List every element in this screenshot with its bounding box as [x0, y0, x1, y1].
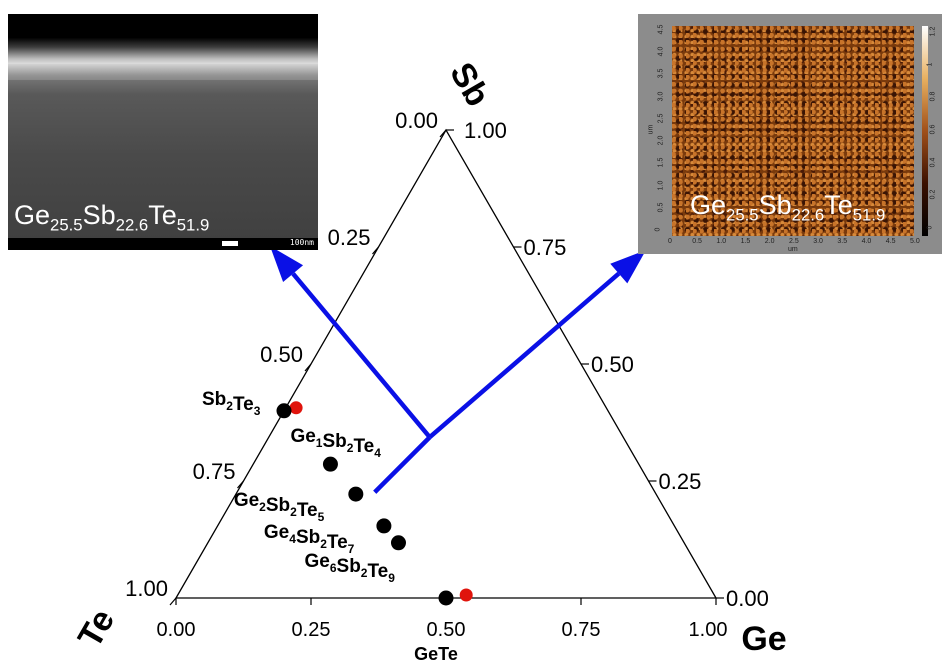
afm-x-tick: 3.5 — [837, 238, 848, 245]
arrows — [270, 246, 646, 494]
sem-composition-label: Ge25.5Sb22.6Te51.9 — [14, 200, 210, 235]
afm-y-tick: 4.0 — [657, 46, 665, 57]
afm-x-tick: 5.0 — [910, 238, 920, 245]
afm-y-ticks: 4.5 4.0 3.5 3.0 2.5 2.0 1.5 1.0 0.5 0 um — [647, 24, 668, 236]
afm-cbar-tick: 0.6 — [929, 124, 937, 135]
left-tick — [237, 480, 244, 489]
scalebar-text: 100nm — [289, 238, 314, 247]
compound-label: Ge6Sb2Te9 — [304, 551, 395, 585]
arrow-to-afm-shaft — [428, 271, 621, 439]
gete-label: GeTe — [414, 644, 458, 660]
afm-x-tick: 4.0 — [861, 238, 872, 245]
scalebar-mark — [222, 241, 238, 246]
arrow-to-afm-head — [610, 250, 646, 284]
afm-x-tick: 1.0 — [716, 238, 727, 245]
compound-point — [438, 590, 454, 606]
right-tick-label: 0.75 — [524, 235, 567, 260]
afm-y-tick: 4.5 — [657, 24, 665, 35]
bottom-tick-label: 0.00 — [157, 619, 196, 641]
afm-x-tick: 1.5 — [740, 238, 751, 245]
bottom-tick-label: 0.75 — [562, 619, 601, 641]
compound-point — [322, 456, 338, 472]
left-tick-label: 0.75 — [193, 459, 236, 484]
left-tick-label: 0.00 — [395, 108, 438, 133]
afm-x-tick: 2.0 — [764, 238, 775, 245]
afm-x-tick: 2.5 — [789, 238, 799, 245]
right-tick-label: 0.50 — [591, 352, 634, 377]
bottom-tick-label: 0.50 — [427, 619, 466, 641]
bottom-tick-label: 0.25 — [292, 619, 331, 641]
afm-x-unit: um — [788, 246, 798, 253]
afm-y-tick: 1.0 — [657, 180, 665, 190]
afm-cbar-tick: 1.2 — [929, 26, 937, 37]
afm-y-tick: 3.0 — [657, 91, 665, 102]
arrow-to-sem-shaft — [291, 272, 432, 439]
afm-cbar-tick: 0.2 — [929, 189, 937, 200]
arrow-to-sem-head — [270, 246, 304, 282]
compound-point — [348, 486, 364, 502]
afm-y-tick: 3.5 — [657, 69, 665, 79]
afm-height-map — [672, 26, 914, 236]
sem-cross-section-inset: Ge25.5Sb22.6Te51.9 100nm — [8, 14, 318, 250]
arrow-stem — [373, 435, 432, 494]
ternary-ticks — [169, 129, 724, 606]
left-tick-label: 1.00 — [125, 576, 168, 601]
compound-label: Sb2Te3 — [202, 389, 261, 418]
sem-scalebar: 100nm — [8, 238, 318, 250]
afm-y-tick: 2.5 — [657, 113, 665, 124]
left-tick — [169, 597, 177, 606]
composition-points — [276, 401, 473, 606]
afm-cbar-tick: 0 — [926, 225, 934, 230]
left-tick — [304, 363, 312, 372]
right-tick-label: 0.00 — [726, 586, 769, 611]
compound-point — [276, 403, 292, 419]
afm-x-tick: 3.0 — [813, 238, 823, 245]
afm-cbar-tick: 0.8 — [929, 91, 937, 102]
compound-label: Ge1Sb2Te4 — [290, 426, 381, 460]
afm-y-tick: 2.0 — [657, 135, 665, 146]
corner-label-ge: Ge — [741, 620, 786, 658]
red-point — [459, 588, 473, 602]
right-tick-label: 0.25 — [659, 469, 702, 494]
afm-y-tick: 1.5 — [657, 157, 665, 168]
compound-label: Ge2Sb2Te5 — [234, 490, 325, 524]
left-tick-label: 0.50 — [260, 342, 303, 367]
afm-x-tick: 0 — [668, 238, 672, 245]
compound-label: Ge4Sb2Te7 — [264, 522, 355, 556]
compound-point — [390, 535, 406, 551]
red-point — [289, 401, 303, 415]
left-tick — [372, 246, 379, 255]
afm-x-tick: 0.5 — [692, 238, 702, 245]
corner-label-sb: Sb — [442, 56, 497, 113]
afm-cbar-tick: 1 — [926, 62, 934, 67]
afm-y-unit: um — [647, 124, 655, 135]
afm-y-tick: 0 — [654, 227, 662, 232]
bottom-tick-label: 1.00 — [689, 619, 728, 641]
afm-surface-inset: Ge25.5Sb22.6Te51.9 0 0.5 1.0 1.5 2.0 2.5 3.0 3.… — [638, 14, 942, 254]
left-tick-label: 0.25 — [328, 225, 371, 250]
left-tick — [439, 129, 447, 138]
film-band — [8, 64, 318, 80]
afm-colorbar — [922, 26, 928, 236]
afm-composition-label: Ge25.5Sb22.6Te51.9 — [690, 190, 886, 225]
afm-y-tick: 0.5 — [657, 202, 665, 213]
compound-point — [376, 518, 392, 534]
corner-label-te: Te — [71, 603, 122, 654]
right-tick-label-top: 1.00 — [464, 118, 507, 143]
afm-x-tick: 4.5 — [885, 238, 896, 245]
afm-cbar-tick: 0.4 — [929, 157, 937, 168]
